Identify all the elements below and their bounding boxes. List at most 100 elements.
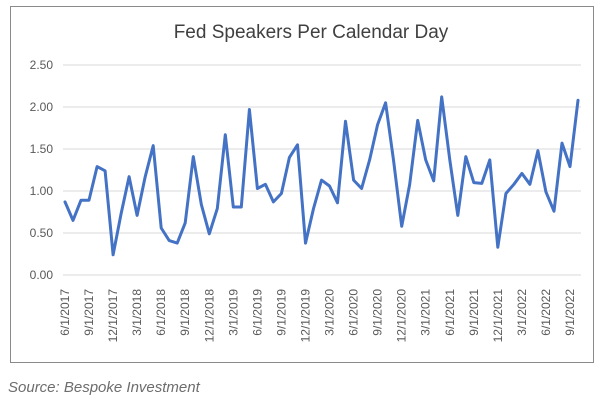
- data-point: [553, 210, 556, 213]
- data-point: [168, 239, 171, 242]
- x-tick-label: 12/1/2017: [106, 289, 120, 343]
- data-point: [272, 200, 275, 203]
- data-point: [448, 158, 451, 161]
- data-point: [400, 225, 403, 228]
- x-tick-label: 12/1/2019: [298, 289, 312, 343]
- series-line: [63, 95, 580, 257]
- data-point: [456, 214, 459, 217]
- data-point: [208, 232, 211, 235]
- chart-frame: Fed Speakers Per Calendar Day 0.00 0.50 1.…: [10, 6, 594, 363]
- chart-title: Fed Speakers Per Calendar Day: [174, 22, 449, 43]
- data-point: [200, 203, 203, 206]
- data-point: [136, 214, 139, 217]
- data-point: [352, 179, 355, 182]
- x-tick-label: 12/1/2018: [202, 289, 216, 343]
- x-tick-label: 9/1/2022: [563, 289, 577, 336]
- data-point: [432, 179, 435, 182]
- x-tick-label: 6/1/2022: [539, 289, 553, 336]
- data-point: [536, 149, 539, 152]
- x-tick-label: 3/1/2021: [419, 289, 433, 336]
- y-axis-tick-labels: 0.00 0.50 1.00 1.50 2.00 2.50: [30, 58, 54, 282]
- data-point: [312, 207, 315, 210]
- x-tick-label: 9/1/2019: [274, 289, 288, 336]
- data-point: [248, 108, 251, 111]
- data-point: [88, 199, 91, 202]
- data-point: [528, 183, 531, 186]
- data-point: [256, 187, 259, 190]
- data-point: [520, 172, 523, 175]
- data-point: [408, 183, 411, 186]
- data-point: [320, 179, 323, 182]
- data-point: [192, 155, 195, 158]
- data-point: [577, 99, 580, 102]
- x-tick-label: 12/1/2021: [491, 289, 505, 343]
- data-point: [384, 101, 387, 104]
- data-point: [424, 158, 427, 161]
- data-point: [120, 212, 123, 215]
- x-tick-label: 9/1/2018: [178, 289, 192, 336]
- data-point: [176, 242, 179, 245]
- data-point: [544, 190, 547, 193]
- data-point: [160, 227, 163, 230]
- data-point: [488, 158, 491, 161]
- y-tick-label: 2.50: [30, 58, 54, 72]
- data-point: [416, 119, 419, 122]
- data-point: [288, 156, 291, 159]
- gridlines: [63, 64, 581, 276]
- x-tick-label: 6/1/2017: [58, 289, 72, 336]
- data-point: [376, 123, 379, 126]
- data-point: [152, 144, 155, 147]
- data-point: [280, 192, 283, 195]
- y-tick-label: 1.00: [30, 184, 54, 198]
- x-tick-label: 6/1/2019: [250, 289, 264, 336]
- data-point: [561, 142, 564, 145]
- data-point: [472, 181, 475, 184]
- series-layer: [63, 95, 580, 257]
- y-tick-label: 2.00: [30, 100, 54, 114]
- data-point: [328, 185, 331, 188]
- data-point: [304, 242, 307, 245]
- source-caption: Source: Bespoke Investment: [8, 379, 200, 396]
- data-point: [392, 159, 395, 162]
- y-tick-label: 1.50: [30, 142, 54, 156]
- data-point: [72, 219, 75, 222]
- x-axis-tick-labels: 6/1/2017 9/1/2017 12/1/2017 3/1/2018 6/1/201…: [58, 289, 577, 343]
- data-point: [464, 155, 467, 158]
- data-point: [216, 207, 219, 210]
- data-point: [480, 182, 483, 185]
- data-point: [296, 143, 299, 146]
- x-tick-label: 6/1/2018: [154, 289, 168, 336]
- data-point: [336, 201, 339, 204]
- y-tick-label: 0.50: [30, 226, 54, 240]
- data-point: [104, 169, 107, 172]
- x-tick-label: 12/1/2020: [395, 289, 409, 343]
- data-point: [264, 183, 267, 186]
- data-point: [232, 206, 235, 209]
- data-point: [344, 120, 347, 123]
- x-tick-label: 6/1/2020: [347, 289, 361, 336]
- data-point: [440, 95, 443, 98]
- data-point: [240, 206, 243, 209]
- data-point: [569, 165, 572, 168]
- data-point: [64, 200, 67, 203]
- x-tick-label: 9/1/2021: [467, 289, 481, 336]
- data-point: [496, 246, 499, 249]
- data-point: [512, 183, 515, 186]
- y-tick-label: 0.00: [30, 268, 54, 282]
- x-tick-label: 9/1/2017: [82, 289, 96, 336]
- x-tick-label: 3/1/2020: [323, 289, 337, 336]
- x-tick-label: 3/1/2018: [130, 289, 144, 336]
- data-point: [368, 158, 371, 161]
- data-point: [504, 192, 507, 195]
- data-point: [144, 175, 147, 178]
- x-tick-label: 9/1/2020: [371, 289, 385, 336]
- data-point: [360, 187, 363, 190]
- x-tick-label: 3/1/2019: [226, 289, 240, 336]
- data-point: [80, 199, 83, 202]
- data-point: [112, 253, 115, 256]
- data-point: [128, 175, 131, 178]
- x-tick-label: 3/1/2022: [515, 289, 529, 336]
- data-point: [96, 165, 99, 168]
- data-point: [224, 133, 227, 136]
- x-tick-label: 6/1/2021: [443, 289, 457, 336]
